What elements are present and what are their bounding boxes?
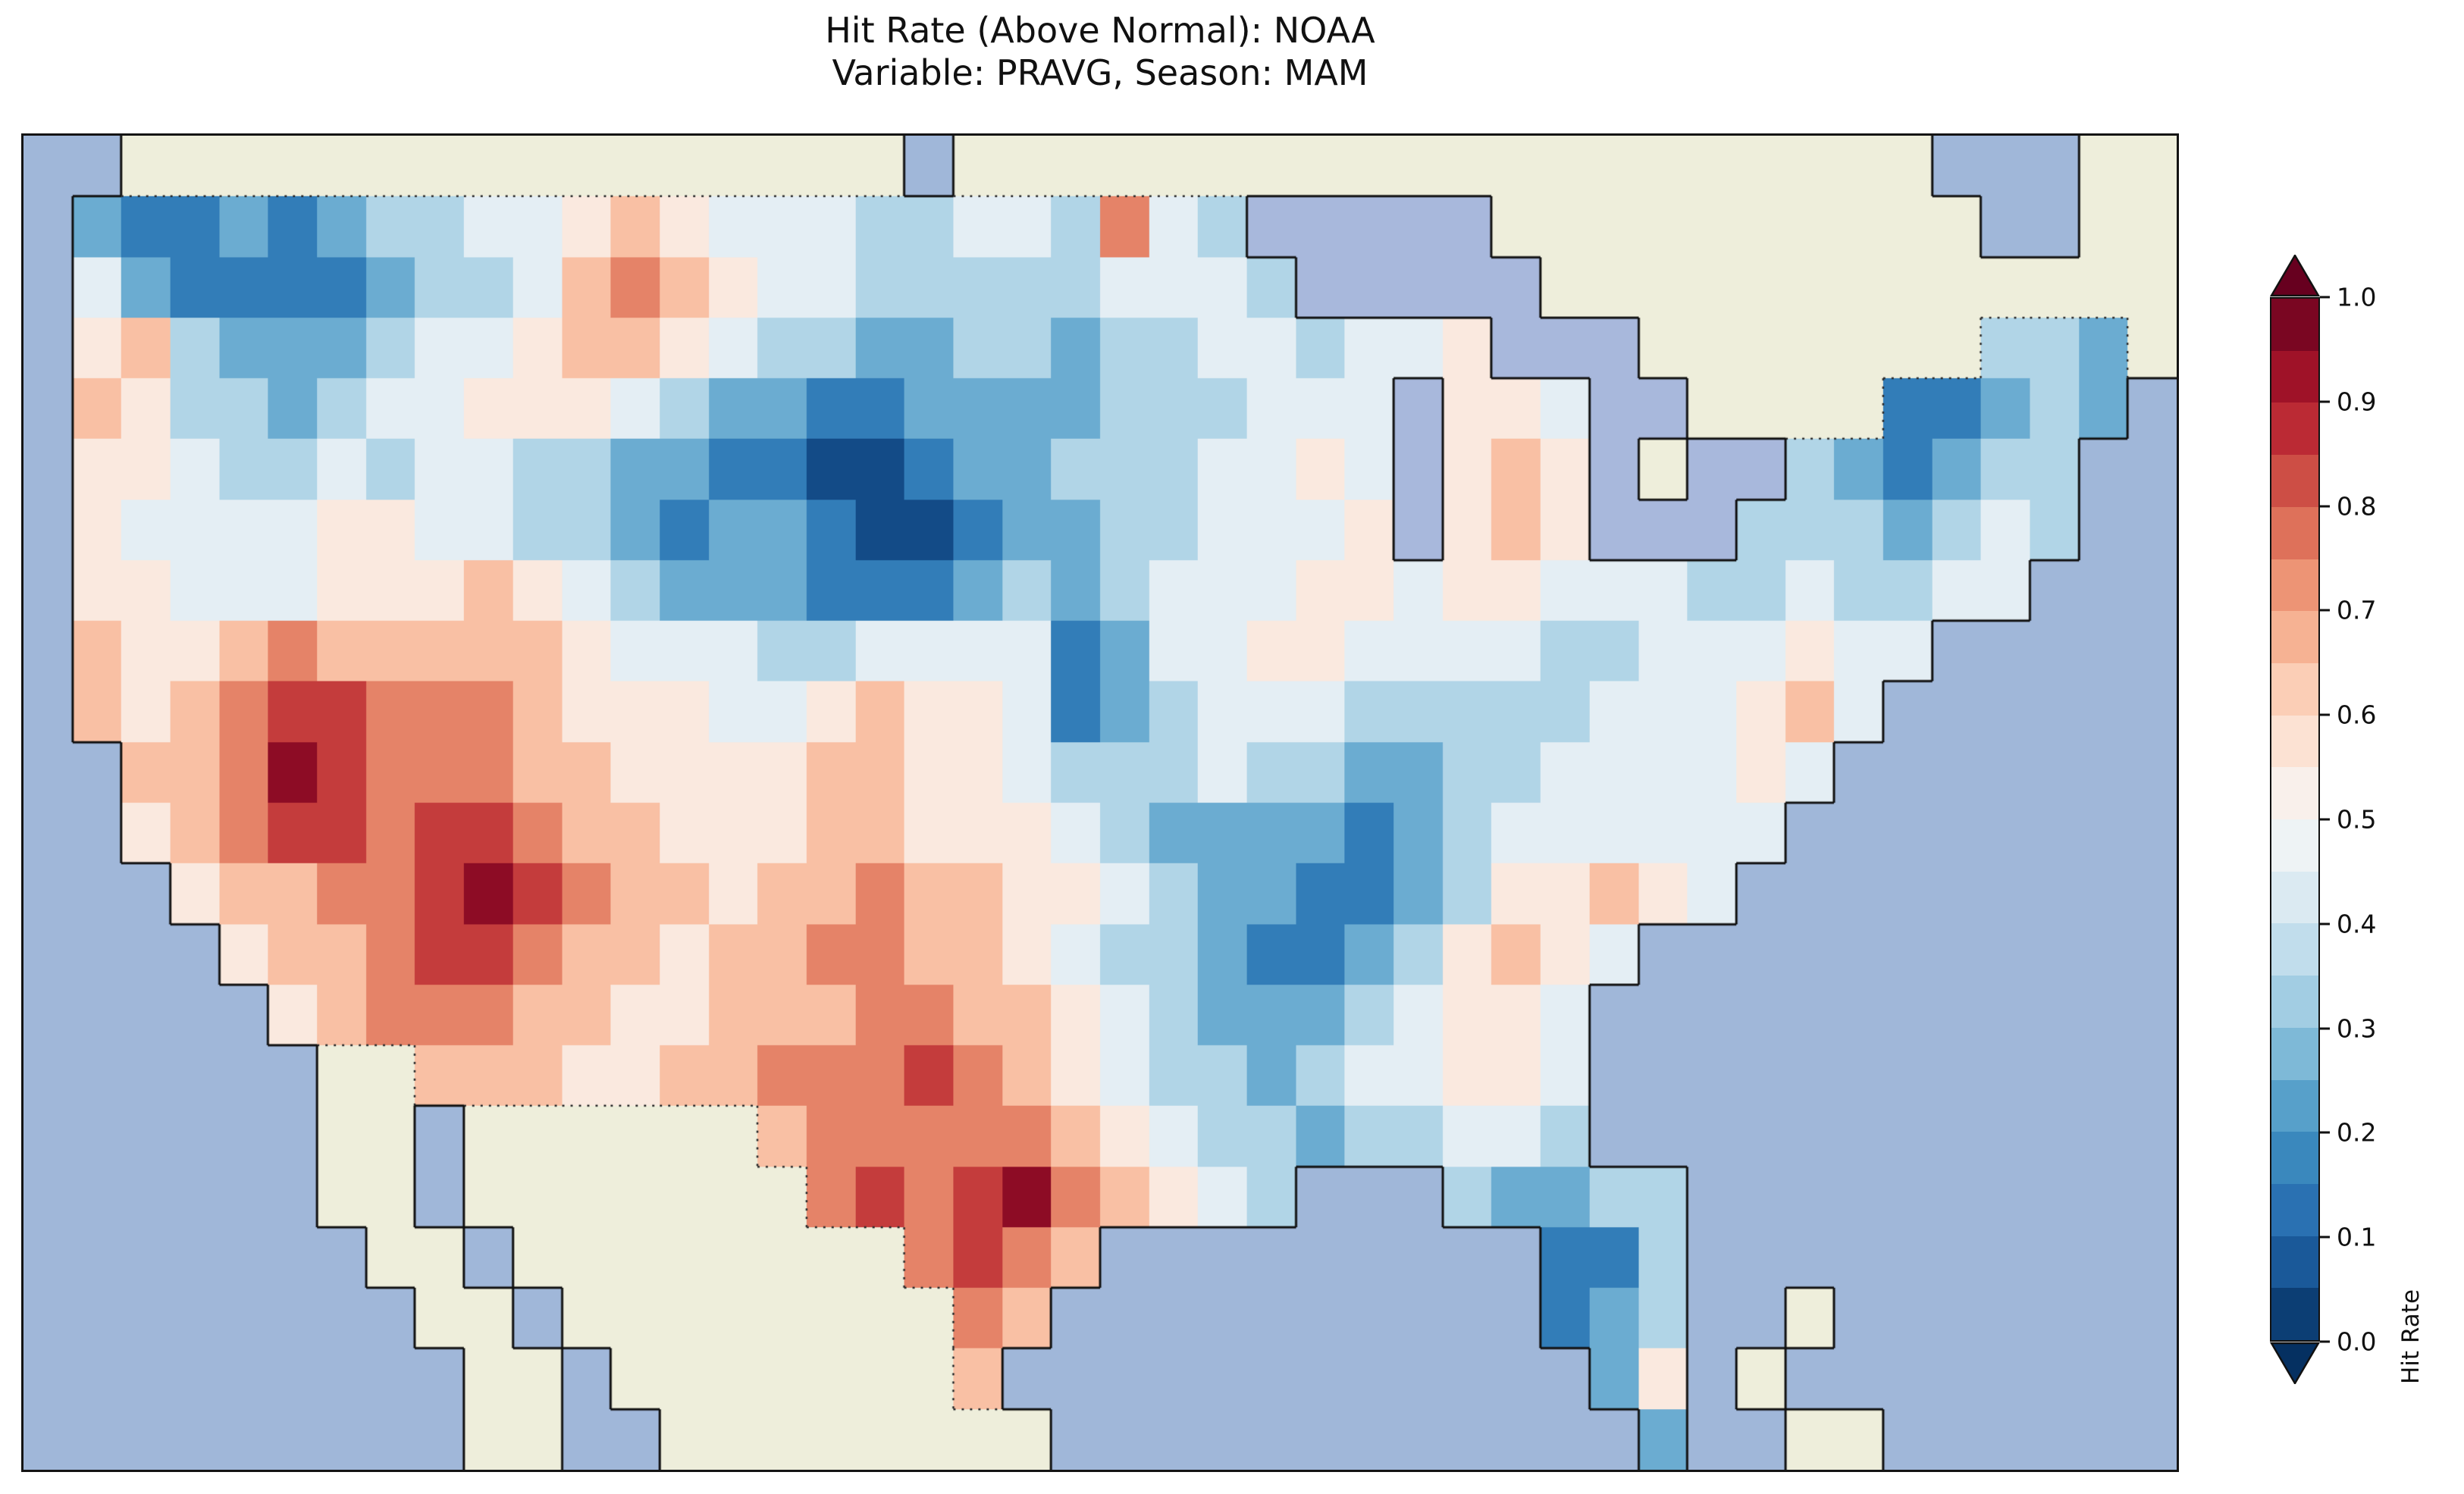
colorbar-segment [2271, 871, 2318, 924]
colorbar-segment [2271, 976, 2318, 1028]
map-canvas [24, 136, 2177, 1470]
colorbar-segment [2271, 662, 2318, 716]
colorbar-segment [2271, 611, 2318, 663]
colorbar-arrow-min [2269, 1342, 2321, 1386]
colorbar-tick-mark [2320, 922, 2330, 926]
colorbar-tick-mark [2320, 1131, 2330, 1134]
colorbar-tick-mark [2320, 818, 2330, 821]
colorbar-segment [2271, 819, 2318, 872]
colorbar-tick-label: 1.0 [2337, 282, 2377, 312]
colorbar-segment [2271, 715, 2318, 768]
colorbar-tick-mark [2320, 400, 2330, 403]
colorbar-segment [2271, 455, 2318, 507]
colorbar-segment [2271, 1288, 2318, 1341]
colorbar-ticks: 0.0 0.1 0.2 0.3 0.4 0.5 0.6 0.7 0.8 0.9 1.0 [2270, 283, 2376, 1357]
colorbar-tick-label: 0.1 [2337, 1222, 2377, 1252]
colorbar-tick-mark [2320, 1340, 2330, 1343]
colorbar-arrow-max [2269, 253, 2321, 297]
colorbar-tick-label: 0.7 [2337, 595, 2377, 625]
chart-title-line2: Variable: PRAVG, Season: MAM [832, 52, 1368, 94]
colorbar: 0.0 0.1 0.2 0.3 0.4 0.5 0.6 0.7 0.8 0.9 1.0 Hit Ra… [2269, 253, 2464, 1386]
colorbar-segment [2271, 1183, 2318, 1236]
colorbar-segment [2271, 402, 2318, 456]
colorbar-tick-label: 0.8 [2337, 491, 2377, 521]
colorbar-tick-label: 0.5 [2337, 804, 2377, 835]
colorbar-segment [2271, 299, 2318, 351]
colorbar-segment [2271, 506, 2318, 559]
colorbar-segment [2271, 1079, 2318, 1132]
colorbar-tick-label: 0.3 [2337, 1013, 2377, 1044]
colorbar-segment [2271, 1027, 2318, 1080]
colorbar-tick-mark [2320, 296, 2330, 299]
colorbar-segment [2271, 923, 2318, 976]
colorbar-tick-label: 0.6 [2337, 700, 2377, 730]
colorbar-tick-mark [2320, 505, 2330, 508]
colorbar-tick-label: 0.9 [2337, 387, 2377, 417]
colorbar-tick-label: 0.0 [2337, 1326, 2377, 1357]
colorbar-tick-label: 0.4 [2337, 909, 2377, 939]
chart-title: Hit Rate (Above Normal): NOAA Variable: … [21, 9, 2179, 94]
map-axes [21, 133, 2179, 1472]
colorbar-tick-mark [2320, 1027, 2330, 1030]
colorbar-label: Hit Rate [2397, 1289, 2425, 1384]
chart-title-line1: Hit Rate (Above Normal): NOAA [825, 10, 1375, 51]
colorbar-segment [2271, 350, 2318, 403]
colorbar-tick-mark [2320, 609, 2330, 612]
colorbar-segment [2271, 1132, 2318, 1184]
colorbar-segment [2271, 559, 2318, 612]
colorbar-segment [2271, 767, 2318, 820]
colorbar-tick-label: 0.2 [2337, 1117, 2377, 1148]
colorbar-gradient [2270, 297, 2320, 1342]
colorbar-tick-mark [2320, 713, 2330, 716]
colorbar-tick-mark [2320, 1236, 2330, 1239]
colorbar-segment [2271, 1236, 2318, 1289]
